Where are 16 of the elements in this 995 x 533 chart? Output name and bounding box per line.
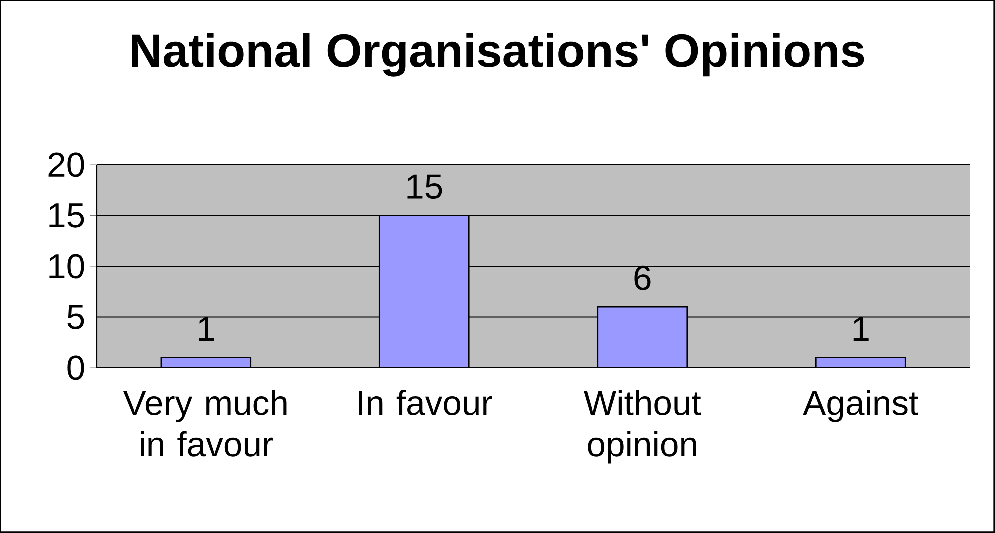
data-label: 15 — [408, 174, 442, 200]
x-tick-label: Without opinion — [584, 390, 702, 464]
data-label: 1 — [854, 317, 869, 342]
y-tick-label: 10 — [50, 254, 84, 279]
bar — [597, 306, 688, 368]
y-tick-label: 20 — [48, 152, 84, 178]
y-tick-label: 0 — [68, 356, 84, 380]
chart-title: National Organisations' Opinions — [132, 33, 864, 77]
bar — [378, 215, 470, 368]
data-label: 1 — [199, 317, 214, 342]
y-tick-label: 15 — [50, 204, 84, 228]
x-tick-label: Against — [803, 390, 918, 422]
y-tick-label: 5 — [68, 305, 84, 330]
x-tick-label: In favour — [359, 390, 492, 416]
x-tick-label: Very much in favour — [123, 390, 287, 457]
data-label: 6 — [634, 266, 651, 290]
